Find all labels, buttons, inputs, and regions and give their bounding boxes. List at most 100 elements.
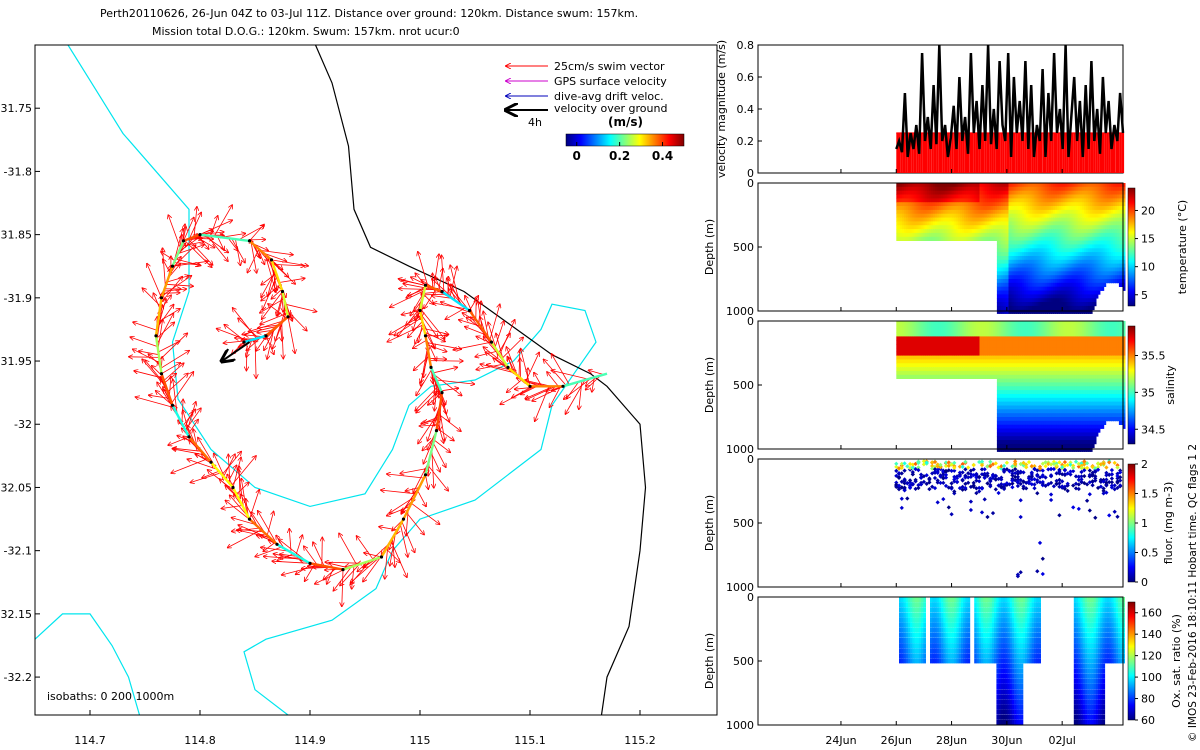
- salinity-cell: [979, 374, 983, 379]
- temperature-cell: [1000, 217, 1004, 222]
- temperature-cell: [1068, 206, 1072, 211]
- temperature-cell: [973, 232, 977, 238]
- temperature-cell: [967, 202, 971, 207]
- temperature-cell: [1122, 194, 1126, 199]
- temperature-cell: [1074, 302, 1078, 307]
- temperature-cell: [1027, 202, 1031, 207]
- temperature-cell: [1070, 290, 1074, 295]
- temperature-cell: [952, 229, 956, 234]
- temperature-cell: [1055, 236, 1058, 241]
- salinity-cell: [1002, 424, 1006, 429]
- salinity-cell: [1012, 351, 1016, 356]
- salinity-cell: [964, 340, 967, 345]
- temperature-cell: [1020, 256, 1023, 261]
- salinity-cell: [1000, 390, 1004, 395]
- salinity-cell: [915, 328, 919, 333]
- salinity-cell: [989, 332, 992, 337]
- salinity-cell: [921, 332, 925, 337]
- temperature-cell: [948, 198, 952, 203]
- swim-vector: [280, 323, 282, 341]
- temperature-cell: [1027, 263, 1031, 268]
- temperature-cell: [1049, 298, 1052, 303]
- salinity-cell: [907, 374, 911, 379]
- temperature-cell: [1074, 286, 1078, 291]
- temperature-cell: [1122, 225, 1126, 230]
- temperature-cell: [1072, 290, 1076, 295]
- temperature-cell: [1078, 221, 1081, 226]
- salinity-cell: [987, 336, 990, 341]
- temperature-cell: [1022, 229, 1025, 234]
- salinity-cell: [969, 374, 973, 379]
- velocity-y-label: velocity magnitude (m/s): [715, 40, 728, 178]
- temperature-cell: [1029, 290, 1033, 295]
- temperature-cell: [1113, 217, 1116, 222]
- temperature-cell: [905, 186, 909, 191]
- temperature-cell: [1103, 263, 1107, 268]
- salinity-cell: [909, 374, 913, 379]
- temperature-cell: [1058, 240, 1062, 245]
- temperature-cell: [1064, 244, 1068, 249]
- temperature-cell: [1010, 290, 1014, 295]
- temperature-cell: [1006, 225, 1010, 230]
- temperature-cell: [1099, 209, 1103, 215]
- temperature-cell: [1091, 271, 1095, 276]
- swim-speed-bar: [1075, 133, 1078, 173]
- salinity-cell: [1022, 324, 1025, 329]
- swim-vector: [163, 248, 166, 287]
- temperature-cell: [1080, 302, 1083, 307]
- temperature-cell: [956, 186, 960, 191]
- temperature-cell: [940, 213, 944, 218]
- temperature-cell: [1099, 267, 1103, 272]
- temperature-cell: [1000, 259, 1004, 264]
- temperature-cell: [1022, 221, 1025, 226]
- salinity-cell: [979, 367, 983, 372]
- temperature-cell: [1037, 206, 1041, 211]
- salinity-cell: [896, 336, 900, 341]
- swim-vector: [390, 532, 396, 566]
- salinity-cell: [1008, 447, 1012, 452]
- salinity-cell: [902, 359, 905, 364]
- temperature-cell: [1087, 263, 1091, 268]
- salinity-cell: [996, 359, 1000, 364]
- salinity-cell: [996, 321, 1000, 326]
- swim-vector: [333, 566, 352, 591]
- temperature-cell: [1047, 206, 1050, 211]
- swim-vector: [272, 261, 295, 284]
- track-segment: [199, 233, 250, 243]
- salinity-cell: [987, 328, 990, 333]
- temperature-cell: [952, 190, 956, 195]
- salinity-cell: [921, 344, 925, 349]
- temperature-cell: [905, 206, 909, 211]
- temperature-cell: [1033, 290, 1037, 295]
- salinity-cell: [1010, 401, 1014, 406]
- temperature-cell: [944, 217, 948, 222]
- swim-vector: [261, 547, 289, 552]
- temperature-cell: [1118, 248, 1122, 253]
- temperature-cell: [958, 229, 961, 234]
- swim-speed-bar: [1037, 133, 1040, 173]
- temperature-cell: [1014, 286, 1018, 291]
- temperature-cell: [975, 229, 979, 234]
- temperature-cell: [1020, 213, 1023, 218]
- temperature-cell: [987, 229, 990, 234]
- temperature-cell: [907, 213, 911, 218]
- temperature-cell: [960, 194, 963, 199]
- temperature-cell: [1049, 232, 1052, 238]
- salinity-cell: [923, 351, 927, 356]
- temperature-cell: [927, 217, 930, 222]
- temperature-cell: [1012, 221, 1016, 226]
- temperature-cell: [1012, 256, 1016, 261]
- salinity-cell: [938, 367, 942, 372]
- temperature-cell: [1111, 229, 1114, 234]
- temperature-cell: [1116, 183, 1120, 188]
- salinity-cell: [1008, 374, 1012, 379]
- temperature-cell: [925, 190, 929, 195]
- salinity-cell: [946, 321, 950, 326]
- temperature-cell: [1118, 263, 1122, 268]
- temperature-cell: [1113, 240, 1116, 245]
- salinity-cell: [904, 351, 907, 356]
- temperature-cell: [1029, 240, 1033, 245]
- track-point: [308, 561, 312, 565]
- salinity-cell: [905, 340, 909, 345]
- temperature-cell: [913, 209, 917, 215]
